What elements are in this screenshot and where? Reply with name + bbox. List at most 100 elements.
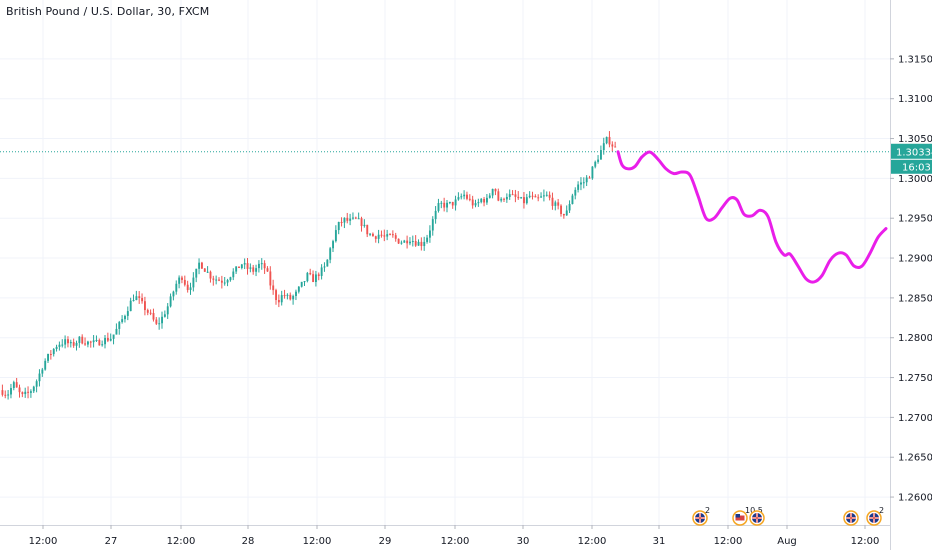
candle xyxy=(460,193,463,200)
event-marker[interactable]: 10.5 xyxy=(732,506,763,526)
candle-body xyxy=(195,268,198,278)
candle xyxy=(161,311,163,329)
candle-body xyxy=(106,337,109,341)
candle xyxy=(306,271,309,283)
candle xyxy=(67,336,69,348)
event-marker[interactable] xyxy=(749,510,765,526)
candle-body xyxy=(411,241,414,243)
candle-body xyxy=(115,328,118,335)
candle xyxy=(30,389,32,398)
candle xyxy=(332,239,334,252)
candle xyxy=(591,166,594,180)
candle xyxy=(312,270,315,283)
candle xyxy=(608,131,611,148)
candle-body xyxy=(95,339,98,341)
candle-body xyxy=(397,238,400,244)
candle-body xyxy=(203,268,206,272)
candle xyxy=(189,282,192,295)
candle-body xyxy=(352,217,354,219)
candle-body xyxy=(383,235,386,237)
candle-body xyxy=(514,194,517,197)
candle-body xyxy=(78,336,81,343)
candle xyxy=(286,293,289,300)
candle-body xyxy=(27,391,30,393)
candle xyxy=(158,317,161,330)
candle xyxy=(349,213,352,226)
economic-events[interactable]: 2 10.5 2 xyxy=(692,506,884,526)
candle xyxy=(300,281,303,288)
candle xyxy=(545,191,548,197)
candle-body xyxy=(243,263,246,265)
candle xyxy=(163,310,166,318)
price-axis[interactable]: 1.31500 1.31000 1.30500 1.30000 1.29500 1.290… xyxy=(890,0,932,550)
candle xyxy=(266,266,269,272)
candle-body xyxy=(491,188,494,196)
candle-body xyxy=(571,195,574,205)
candle xyxy=(483,196,486,207)
candle xyxy=(218,277,220,282)
candle xyxy=(183,275,186,287)
candle-body xyxy=(451,201,454,206)
candle-body xyxy=(238,266,240,269)
candle-body xyxy=(386,234,389,237)
candle-body xyxy=(354,217,357,219)
candle-body xyxy=(363,224,366,227)
candle xyxy=(334,225,337,243)
candle xyxy=(505,193,508,203)
time-tick-label: 12:00 xyxy=(714,536,743,547)
candle xyxy=(201,261,203,270)
candle-body xyxy=(121,319,124,323)
candle xyxy=(426,234,429,244)
candle-body xyxy=(317,274,320,276)
candle-body xyxy=(67,339,69,344)
candle xyxy=(89,340,92,348)
candle xyxy=(280,290,283,306)
candle xyxy=(124,314,126,323)
candle-body xyxy=(591,166,594,179)
candle xyxy=(223,277,226,286)
candle-body xyxy=(457,197,460,200)
candle xyxy=(195,268,198,283)
candle xyxy=(491,188,494,199)
candle-body xyxy=(1,390,4,395)
candle xyxy=(178,275,181,289)
candle-body xyxy=(488,195,491,198)
candle xyxy=(215,275,218,285)
time-axis[interactable]: 12:00 27 12:00 28 12:00 29 12:00 30 12:00 31 12:00… xyxy=(0,525,890,547)
candle xyxy=(548,191,551,201)
candle xyxy=(315,270,317,287)
candle xyxy=(21,391,24,398)
candle xyxy=(329,246,332,264)
candle-body xyxy=(574,189,577,196)
candle-body xyxy=(312,274,315,283)
candle xyxy=(380,230,383,238)
candle xyxy=(320,264,323,280)
candle xyxy=(486,193,488,205)
candle xyxy=(360,216,363,232)
event-marker[interactable] xyxy=(843,510,859,526)
candle xyxy=(78,336,81,348)
candle xyxy=(260,258,263,270)
candle-body xyxy=(554,202,557,206)
candle-body xyxy=(263,263,266,269)
event-marker[interactable]: 2 xyxy=(692,506,710,526)
candle-body xyxy=(568,204,571,211)
candles xyxy=(1,131,617,400)
candle xyxy=(144,296,146,316)
candle-body xyxy=(146,310,149,313)
candle xyxy=(303,280,306,287)
candle xyxy=(203,268,206,272)
candle xyxy=(166,303,169,319)
last-price-label: 1.30334 16:03 xyxy=(891,143,932,174)
candle-body xyxy=(389,234,391,236)
candle xyxy=(277,294,280,308)
candle-body xyxy=(608,136,611,145)
candle-body xyxy=(220,280,223,283)
candle-body xyxy=(15,382,18,388)
event-marker[interactable]: 2 xyxy=(866,506,884,526)
candle xyxy=(249,263,252,273)
candle xyxy=(1,384,4,397)
candle xyxy=(206,266,209,273)
